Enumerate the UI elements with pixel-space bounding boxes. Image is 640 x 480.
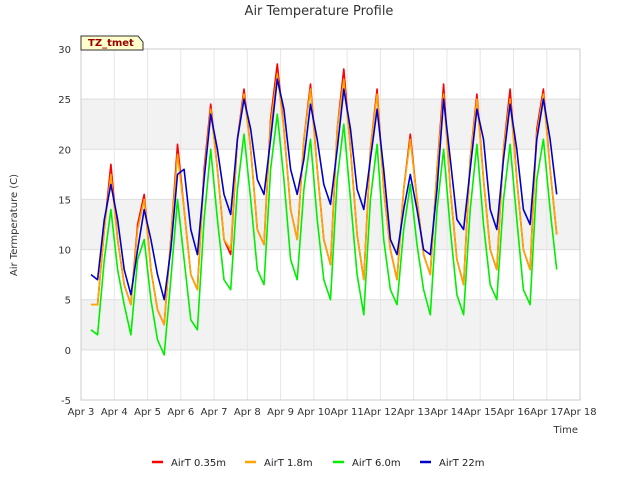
x-tick-label: Apr 9 [267, 407, 294, 418]
station-badge: TZ_tmet [80, 35, 144, 51]
y-tick-label: 25 [58, 95, 71, 106]
y-axis-title: Air Termperature (C) [9, 174, 20, 276]
plot-band [81, 299, 580, 350]
x-tick-label: Apr 5 [134, 407, 161, 418]
series-line [90, 113, 558, 356]
plot-band [81, 149, 580, 200]
y-tick-label: -5 [61, 396, 71, 407]
y-tick-label: 30 [58, 45, 71, 56]
plot-band [81, 349, 580, 400]
x-tick-label: Apr 3 [68, 407, 95, 418]
y-tick-label: 10 [58, 246, 71, 257]
chart-title: Air Temperature Profile [245, 4, 394, 19]
legend-label: AirT 1.8m [264, 458, 313, 469]
y-tick-labels: -5 0 5 10 15 20 25 30 [58, 45, 71, 407]
x-tick-label: Apr 4 [101, 407, 128, 418]
x-tick-label: Apr 12 [364, 407, 397, 418]
y-tick-label: 15 [58, 195, 71, 206]
x-tick-label: Apr 14 [430, 407, 463, 418]
x-tick-label: Apr 17 [530, 407, 563, 418]
plot-band [81, 199, 580, 250]
x-tick-label: Apr 13 [397, 407, 430, 418]
legend-label: AirT 0.35m [171, 458, 226, 469]
x-tick-labels: Apr 3 Apr 4 Apr 5 Apr 6 Apr 7 Apr 8 Apr 9 Apr 1… [68, 407, 597, 418]
x-tick-label: Apr 10 [297, 407, 330, 418]
x-tick-label: Apr 18 [563, 407, 596, 418]
x-tick-label: Apr 8 [234, 407, 261, 418]
x-tick-label: Apr 16 [497, 407, 530, 418]
y-tick-label: 0 [65, 346, 71, 357]
series-layer [90, 63, 558, 356]
x-tick-label: Apr 6 [167, 407, 194, 418]
x-tick-label: Apr 15 [464, 407, 497, 418]
y-tick-label: 20 [58, 145, 71, 156]
plot-background [81, 49, 580, 400]
station-badge-label: TZ_tmet [88, 38, 134, 49]
legend-label: AirT 6.0m [352, 458, 401, 469]
x-axis-title: Time [553, 425, 578, 436]
x-tick-label: Apr 7 [201, 407, 228, 418]
legend: AirT 0.35m AirT 1.8m AirT 6.0m AirT 22m [152, 458, 484, 469]
plot-band [81, 99, 580, 150]
y-tick-label: 5 [65, 296, 71, 307]
series-line [90, 78, 558, 301]
legend-label: AirT 22m [439, 458, 484, 469]
plot-band [81, 49, 580, 100]
plot-frame [80, 48, 581, 401]
x-tick-label: Apr 11 [331, 407, 364, 418]
